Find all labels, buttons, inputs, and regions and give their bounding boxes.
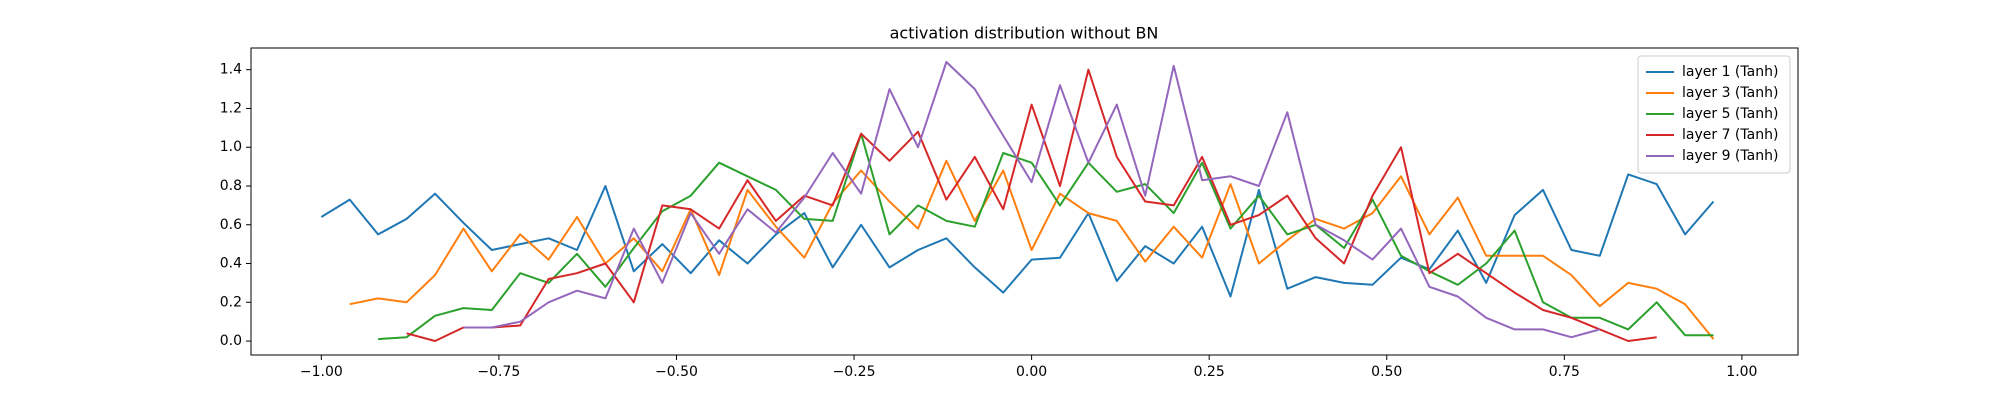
series-line (349, 159, 1715, 340)
legend-label: layer 5 (Tanh) (1682, 106, 1778, 122)
legend-label: layer 9 (Tanh) (1682, 148, 1778, 164)
series-line (320, 173, 1715, 298)
y-tick-label: 1.4 (220, 62, 242, 78)
y-tick-label: 0.0 (220, 333, 242, 349)
x-tick-label: 1.00 (1726, 364, 1757, 380)
legend-label: layer 7 (Tanh) (1682, 127, 1778, 143)
plot-frame (250, 47, 1799, 356)
x-tick-label: 0.75 (1549, 364, 1580, 380)
x-tick-label: −0.50 (655, 364, 698, 380)
legend-label: layer 1 (Tanh) (1682, 64, 1778, 80)
legend-box (1637, 55, 1791, 174)
y-tick-label: 0.6 (220, 217, 242, 233)
y-tick-label: 0.4 (220, 256, 242, 272)
y-tick-label: 1.0 (220, 139, 242, 155)
chart-title: activation distribution without BN (890, 24, 1159, 43)
x-tick-label: −0.75 (477, 364, 520, 380)
series-line (378, 132, 1714, 341)
x-tick-label: 0.50 (1371, 364, 1402, 380)
series-line (463, 61, 1601, 339)
x-tick-label: −0.25 (833, 364, 876, 380)
legend-label: layer 3 (Tanh) (1682, 85, 1778, 101)
x-tick-label: 0.00 (1016, 364, 1047, 380)
y-tick-label: 0.8 (220, 178, 242, 194)
x-tick-label: −1.00 (300, 364, 343, 380)
y-tick-label: 1.2 (220, 100, 242, 116)
y-tick-label: 0.2 (220, 294, 242, 310)
x-tick-label: 0.25 (1194, 364, 1225, 380)
